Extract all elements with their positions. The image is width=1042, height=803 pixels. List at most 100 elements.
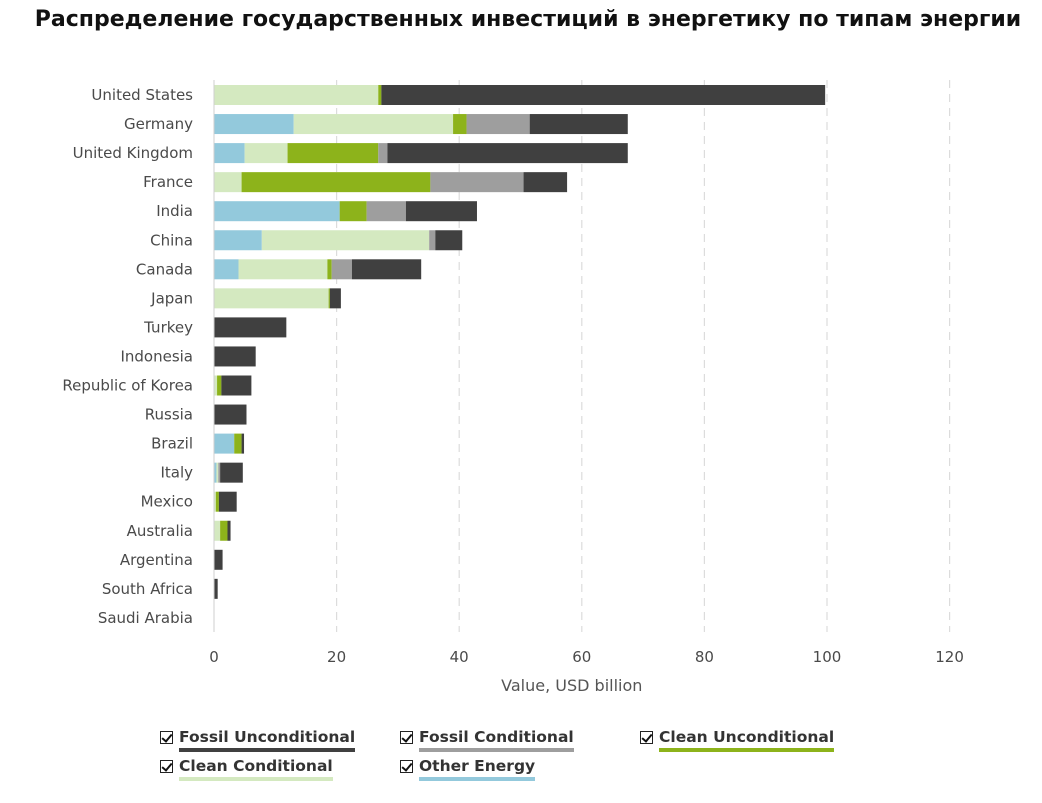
category-label: India xyxy=(156,202,193,220)
bar-china-fossil-unconditional[interactable]: China — Fossil Unconditional: 4.4 xyxy=(435,230,463,251)
bar-china-clean-conditional[interactable]: China — Clean Conditional: 27.3 xyxy=(261,230,430,251)
bar-united-kingdom-other-energy[interactable]: United Kingdom — Other Energy: 5 xyxy=(214,143,245,164)
chart-title: Распределение государственных инвестиций… xyxy=(34,7,1022,32)
bar-germany-other-energy[interactable]: Germany — Other Energy: 13 xyxy=(214,114,294,135)
category-label: South Africa xyxy=(102,580,193,598)
x-tick-labels: 0 20 40 60 80 100 120 xyxy=(209,648,964,666)
category-labels: United States Germany United Kingdom France… xyxy=(62,86,193,627)
bar-united-kingdom-clean-conditional[interactable]: United Kingdom — Clean Conditional: 7 xyxy=(244,143,288,164)
chart-plot: United States — Clean Conditional: 26.8U… xyxy=(62,80,964,695)
bar-india-other-energy[interactable]: India — Other Energy: 20.5 xyxy=(214,201,340,222)
x-tick-label: 120 xyxy=(935,648,964,666)
checkbox-icon[interactable] xyxy=(640,731,653,744)
category-label: United States xyxy=(91,86,193,104)
bar-south-africa-fossil-unconditional[interactable]: South Africa — Fossil Unconditional: 0.6 xyxy=(214,578,218,599)
bar-japan-fossil-unconditional[interactable]: Japan — Fossil Unconditional: 1.8 xyxy=(329,288,341,309)
legend-item-other-energy[interactable]: Other Energy xyxy=(400,757,536,781)
bar-brazil-other-energy[interactable]: Brazil — Other Energy: 3.3 xyxy=(214,433,235,454)
bar-canada-fossil-conditional[interactable]: Canada — Fossil Conditional: 3.3 xyxy=(331,259,352,280)
bar-united-states-clean-unconditional[interactable]: United States — Clean Unconditional: 0.5 xyxy=(378,85,382,105)
bar-mexico-fossil-unconditional[interactable]: Mexico — Fossil Unconditional: 2.9 xyxy=(218,491,237,512)
bar-united-kingdom-fossil-unconditional[interactable]: United Kingdom — Fossil Unconditional: 3… xyxy=(387,143,628,164)
legend-item-clean-unconditional[interactable]: Clean Unconditional xyxy=(640,728,835,752)
category-label: Russia xyxy=(145,406,193,424)
bar-germany-clean-conditional[interactable]: Germany — Clean Conditional: 26 xyxy=(293,114,454,135)
x-tick-label: 40 xyxy=(450,648,469,666)
bar-mexico-clean-conditional[interactable]: Mexico — Clean Conditional: 0.3 xyxy=(214,491,216,512)
category-label: Brazil xyxy=(151,435,193,453)
bar-france-clean-unconditional[interactable]: France — Clean Unconditional: 30.8 xyxy=(241,172,431,193)
bar-italy-fossil-unconditional[interactable]: Italy — Fossil Unconditional: 3.7 xyxy=(220,462,243,483)
bar-brazil-clean-unconditional[interactable]: Brazil — Clean Unconditional: 1.2 xyxy=(234,433,242,454)
bar-australia-fossil-unconditional[interactable]: Australia — Fossil Unconditional: 0.5 xyxy=(227,520,231,541)
legend-label: Clean Unconditional xyxy=(659,728,835,752)
bar-australia-clean-conditional[interactable]: Australia — Clean Conditional: 1 xyxy=(214,520,221,541)
bar-germany-fossil-unconditional[interactable]: Germany — Fossil Unconditional: 16 xyxy=(529,114,628,135)
grid-lines xyxy=(336,80,951,632)
bar-brazil-fossil-unconditional[interactable]: Brazil — Fossil Unconditional: 0.4 xyxy=(241,433,245,454)
category-label: Turkey xyxy=(143,318,193,336)
bar-republic-of-korea-clean-unconditional[interactable]: Republic of Korea — Clean Unconditional:… xyxy=(217,375,222,396)
bar-germany-fossil-conditional[interactable]: Germany — Fossil Conditional: 10.3 xyxy=(466,114,530,135)
bar-china-other-energy[interactable]: China — Other Energy: 7.8 xyxy=(214,230,262,251)
bar-india-fossil-unconditional[interactable]: India — Fossil Unconditional: 11.6 xyxy=(405,201,477,222)
bar-argentina-fossil-unconditional[interactable]: Argentina — Fossil Unconditional: 1.4 xyxy=(214,549,223,570)
bar-australia-clean-unconditional[interactable]: Australia — Clean Unconditional: 1.2 xyxy=(220,520,228,541)
bar-japan-clean-unconditional[interactable]: Japan — Clean Unconditional: 0.2 xyxy=(328,288,330,309)
bar-united-kingdom-clean-unconditional[interactable]: United Kingdom — Clean Unconditional: 14… xyxy=(287,143,379,164)
category-label: Republic of Korea xyxy=(62,377,193,395)
category-label: Canada xyxy=(136,260,193,278)
bar-canada-clean-conditional[interactable]: Canada — Clean Conditional: 14.5 xyxy=(238,259,328,280)
bar-china-fossil-conditional[interactable]: China — Fossil Conditional: 1 xyxy=(429,230,436,251)
bar-japan-clean-conditional[interactable]: Japan — Clean Conditional: 18.7 xyxy=(214,288,329,309)
bar-republic-of-korea-clean-conditional[interactable]: Republic of Korea — Clean Conditional: 0… xyxy=(214,375,218,396)
bar-canada-fossil-unconditional[interactable]: Canada — Fossil Unconditional: 11.3 xyxy=(351,259,422,280)
bar-united-kingdom-fossil-conditional[interactable]: United Kingdom — Fossil Conditional: 1.5 xyxy=(378,143,388,164)
category-label: France xyxy=(143,173,193,191)
bar-india-clean-unconditional[interactable]: India — Clean Unconditional: 4.4 xyxy=(339,201,367,222)
category-label: United Kingdom xyxy=(73,144,193,162)
category-label: Japan xyxy=(150,289,193,307)
legend-item-fossil-conditional[interactable]: Fossil Conditional xyxy=(400,728,574,752)
checkbox-icon[interactable] xyxy=(160,760,173,773)
bars: United States — Clean Conditional: 26.8U… xyxy=(214,85,826,599)
legend: Fossil Unconditional Fossil Conditional Cl… xyxy=(160,728,920,792)
bar-italy-clean-conditional[interactable]: Italy — Clean Conditional: 0.3 xyxy=(216,462,219,483)
bar-turkey-fossil-unconditional[interactable]: Turkey — Fossil Unconditional: 11.8 xyxy=(214,317,287,338)
legend-label: Fossil Unconditional xyxy=(179,728,356,752)
bar-france-clean-conditional[interactable]: France — Clean Conditional: 4.5 xyxy=(214,172,242,193)
x-tick-label: 100 xyxy=(813,648,842,666)
category-label: Argentina xyxy=(120,551,193,569)
legend-label: Fossil Conditional xyxy=(419,728,574,752)
category-label: China xyxy=(150,231,193,249)
bar-germany-clean-unconditional[interactable]: Germany — Clean Unconditional: 2.2 xyxy=(453,114,467,135)
bar-france-fossil-unconditional[interactable]: France — Fossil Unconditional: 7.1 xyxy=(523,172,568,193)
checkbox-icon[interactable] xyxy=(160,731,173,744)
legend-item-clean-conditional[interactable]: Clean Conditional xyxy=(160,757,333,781)
x-tick-label: 0 xyxy=(209,648,219,666)
category-label: Mexico xyxy=(141,493,193,511)
bar-russia-fossil-unconditional[interactable]: Russia — Fossil Unconditional: 5.3 xyxy=(214,404,247,425)
bar-united-states-fossil-unconditional[interactable]: United States — Fossil Unconditional: 72… xyxy=(381,85,826,105)
bar-canada-other-energy[interactable]: Canada — Other Energy: 4 xyxy=(214,259,239,280)
bar-indonesia-fossil-unconditional[interactable]: Indonesia — Fossil Unconditional: 6.8 xyxy=(214,346,256,367)
bar-france-fossil-conditional[interactable]: France — Fossil Conditional: 15.2 xyxy=(430,172,524,193)
bar-united-states-clean-conditional[interactable]: United States — Clean Conditional: 26.8 xyxy=(214,85,379,105)
checkbox-icon[interactable] xyxy=(400,760,413,773)
legend-label: Other Energy xyxy=(419,757,536,781)
legend-item-fossil-unconditional[interactable]: Fossil Unconditional xyxy=(160,728,356,752)
category-label: Germany xyxy=(124,115,193,133)
bar-mexico-clean-unconditional[interactable]: Mexico — Clean Unconditional: 0.5 xyxy=(215,491,219,512)
category-label: Australia xyxy=(127,522,193,540)
category-label: Italy xyxy=(160,464,193,482)
checkbox-icon[interactable] xyxy=(400,731,413,744)
bar-canada-clean-unconditional[interactable]: Canada — Clean Unconditional: 0.7 xyxy=(327,259,332,280)
x-tick-label: 20 xyxy=(327,648,346,666)
bar-italy-other-energy[interactable]: Italy — Other Energy: 0.4 xyxy=(214,462,217,483)
bar-italy-fossil-conditional[interactable]: Italy — Fossil Conditional: 0.3 xyxy=(218,462,221,483)
x-axis-title: Value, USD billion xyxy=(501,676,642,695)
x-tick-label: 60 xyxy=(572,648,591,666)
category-label: Indonesia xyxy=(120,347,193,365)
bar-india-fossil-conditional[interactable]: India — Fossil Conditional: 6.4 xyxy=(366,201,406,222)
bar-republic-of-korea-fossil-unconditional[interactable]: Republic of Korea — Fossil Unconditional… xyxy=(221,375,252,396)
